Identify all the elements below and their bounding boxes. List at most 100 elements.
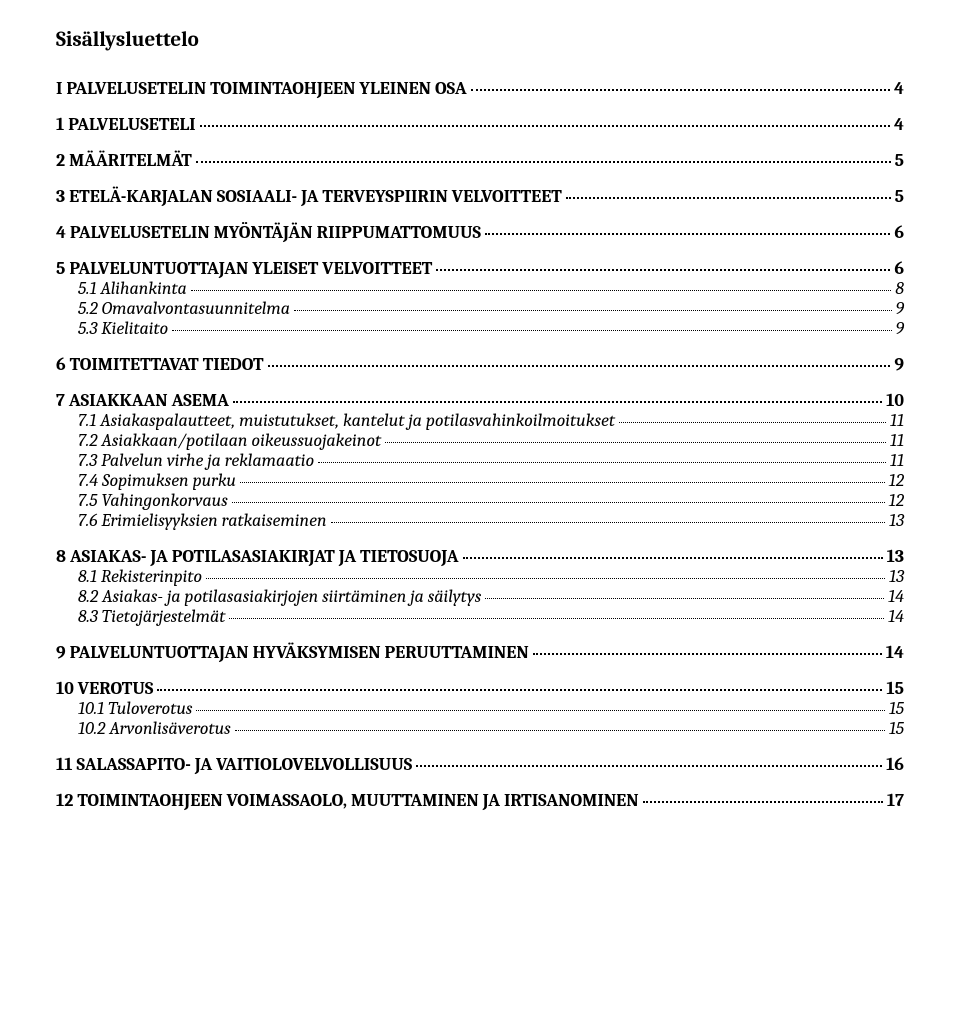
toc-entry-label: 5.1 Alihankinta	[78, 280, 187, 298]
toc-entry-page: 17	[887, 792, 904, 810]
toc-leader-dots	[385, 442, 886, 443]
toc-leader-dots	[485, 233, 890, 235]
toc-entry-page: 4	[894, 116, 904, 134]
toc-leader-dots	[619, 422, 886, 423]
toc-leader-dots	[196, 161, 891, 163]
toc-entry-page: 16	[886, 756, 904, 774]
toc-entry-page: 15	[889, 700, 904, 718]
toc-leader-dots	[191, 290, 892, 291]
toc-leader-dots	[233, 401, 882, 403]
toc-entry: 5.3 Kielitaito 9	[56, 320, 904, 338]
toc-entry-page: 10	[886, 392, 904, 410]
toc-entry-page: 11	[890, 432, 904, 450]
toc-leader-dots	[268, 365, 891, 367]
toc-entry: 5.1 Alihankinta8	[56, 280, 904, 298]
toc-entry-label: 8.3 Tietojärjestelmät	[78, 608, 225, 626]
toc-entry-page: 14	[886, 644, 904, 662]
toc-entry-label: 9 PALVELUNTUOTTAJAN HYVÄKSYMISEN PERUUTT…	[56, 644, 529, 662]
toc-leader-dots	[485, 598, 884, 599]
toc-entry-label: 7.4 Sopimuksen purku	[78, 472, 236, 490]
toc-entry-label: 2 MÄÄRITELMÄT	[56, 152, 192, 170]
toc-entry: 10.1 Tuloverotus 15	[56, 700, 904, 718]
toc-entry-label: 6 TOIMITETTAVAT TIEDOT	[56, 356, 264, 374]
toc-entry: 6 TOIMITETTAVAT TIEDOT 9	[56, 356, 904, 374]
toc-leader-dots	[436, 269, 890, 271]
toc-leader-dots	[235, 730, 885, 731]
toc-leader-dots	[196, 710, 884, 711]
toc-entry-page: 14	[888, 608, 904, 626]
toc-entry-label: 8.1 Rekisterinpito	[78, 568, 202, 586]
toc-entry: 11 SALASSAPITO- JA VAITIOLOVELVOLLISUUS 1…	[56, 756, 904, 774]
table-of-contents: I PALVELUSETELIN TOIMINTAOHJEEN YLEINEN …	[56, 80, 904, 810]
toc-leader-dots	[318, 462, 886, 463]
toc-entry: 2 MÄÄRITELMÄT 5	[56, 152, 904, 170]
toc-leader-dots	[643, 801, 883, 803]
toc-entry-label: 10 VEROTUS	[56, 680, 153, 698]
toc-entry-label: 7.2 Asiakkaan/potilaan oikeussuojakeinot	[78, 432, 381, 450]
toc-entry: 10.2 Arvonlisäverotus 15	[56, 720, 904, 738]
toc-leader-dots	[200, 125, 890, 127]
toc-leader-dots	[172, 330, 891, 331]
toc-entry-label: 5 PALVELUNTUOTTAJAN YLEISET VELVOITTEET	[56, 260, 432, 278]
toc-entry: 10 VEROTUS 15	[56, 680, 904, 698]
toc-entry-page: 9	[894, 356, 904, 374]
toc-entry: 5 PALVELUNTUOTTAJAN YLEISET VELVOITTEET 6	[56, 260, 904, 278]
toc-entry-label: 7 ASIAKKAAN ASEMA	[56, 392, 229, 410]
toc-entry-page: 12	[889, 472, 904, 490]
toc-entry-page: 9	[896, 320, 904, 338]
toc-entry-page: 13	[889, 512, 904, 530]
toc-entry-label: 1 PALVELUSETELI	[56, 116, 196, 134]
toc-entry-page: 13	[889, 568, 904, 586]
toc-entry: 8 ASIAKAS- JA POTILASASIAKIRJAT JA TIETO…	[56, 548, 904, 566]
toc-entry-label: 5.3 Kielitaito	[78, 320, 168, 338]
toc-entry: 8.1 Rekisterinpito 13	[56, 568, 904, 586]
toc-entry-label: I PALVELUSETELIN TOIMINTAOHJEEN YLEINEN …	[56, 80, 467, 98]
toc-entry: 9 PALVELUNTUOTTAJAN HYVÄKSYMISEN PERUUTT…	[56, 644, 904, 662]
toc-leader-dots	[566, 197, 891, 199]
toc-entry-page: 6	[894, 224, 904, 242]
toc-entry-label: 10.2 Arvonlisäverotus	[78, 720, 231, 738]
toc-entry-page: 12	[889, 492, 904, 510]
toc-entry: 3 ETELÄ-KARJALAN SOSIAALI- JA TERVEYSPII…	[56, 188, 904, 206]
toc-entry-page: 14	[888, 588, 904, 606]
toc-entry: I PALVELUSETELIN TOIMINTAOHJEEN YLEINEN …	[56, 80, 904, 98]
toc-entry-label: 8.2 Asiakas- ja potilasasiakirjojen siir…	[78, 588, 481, 606]
toc-entry-label: 4 PALVELUSETELIN MYÖNTÄJÄN RIIPPUMATTOMU…	[56, 224, 481, 242]
toc-entry-page: 5	[895, 152, 904, 170]
toc-entry: 12 TOIMINTAOHJEEN VOIMASSAOLO, MUUTTAMIN…	[56, 792, 904, 810]
toc-leader-dots	[331, 522, 885, 523]
toc-entry-page: 15	[886, 680, 904, 698]
toc-entry: 7 ASIAKKAAN ASEMA 10	[56, 392, 904, 410]
toc-entry-label: 7.3 Palvelun virhe ja reklamaatio	[78, 452, 314, 470]
toc-entry: 4 PALVELUSETELIN MYÖNTÄJÄN RIIPPUMATTOMU…	[56, 224, 904, 242]
toc-entry: 7.6 Erimielisyyksien ratkaiseminen 13	[56, 512, 904, 530]
toc-entry-page: 6	[894, 260, 904, 278]
toc-entry: 5.2 Omavalvontasuunnitelma9	[56, 300, 904, 318]
toc-entry-label: 7.6 Erimielisyyksien ratkaiseminen	[78, 512, 327, 530]
toc-leader-dots	[240, 482, 885, 483]
toc-entry-label: 12 TOIMINTAOHJEEN VOIMASSAOLO, MUUTTAMIN…	[56, 792, 639, 810]
toc-entry-label: 11 SALASSAPITO- JA VAITIOLOVELVOLLISUUS	[56, 756, 412, 774]
toc-entry: 7.2 Asiakkaan/potilaan oikeussuojakeinot…	[56, 432, 904, 450]
toc-entry-page: 11	[890, 452, 904, 470]
toc-leader-dots	[533, 653, 882, 655]
toc-entry-page: 13	[887, 548, 904, 566]
page-title: Sisällysluettelo	[56, 28, 904, 52]
toc-entry: 7.1 Asiakaspalautteet, muistutukset, kan…	[56, 412, 904, 430]
toc-entry-label: 10.1 Tuloverotus	[78, 700, 192, 718]
toc-leader-dots	[294, 310, 892, 311]
toc-entry: 7.4 Sopimuksen purku 12	[56, 472, 904, 490]
toc-entry: 8.2 Asiakas- ja potilasasiakirjojen siir…	[56, 588, 904, 606]
toc-leader-dots	[463, 557, 883, 559]
toc-entry: 1 PALVELUSETELI 4	[56, 116, 904, 134]
toc-entry-label: 7.5 Vahingonkorvaus	[78, 492, 228, 510]
toc-entry-page: 4	[894, 80, 904, 98]
toc-entry-page: 11	[890, 412, 904, 430]
toc-entry-page: 15	[889, 720, 904, 738]
toc-entry-label: 5.2 Omavalvontasuunnitelma	[78, 300, 290, 318]
toc-entry-label: 8 ASIAKAS- JA POTILASASIAKIRJAT JA TIETO…	[56, 548, 459, 566]
toc-entry: 7.5 Vahingonkorvaus 12	[56, 492, 904, 510]
toc-entry-label: 3 ETELÄ-KARJALAN SOSIAALI- JA TERVEYSPII…	[56, 188, 562, 206]
toc-entry: 8.3 Tietojärjestelmät 14	[56, 608, 904, 626]
toc-leader-dots	[232, 502, 885, 503]
